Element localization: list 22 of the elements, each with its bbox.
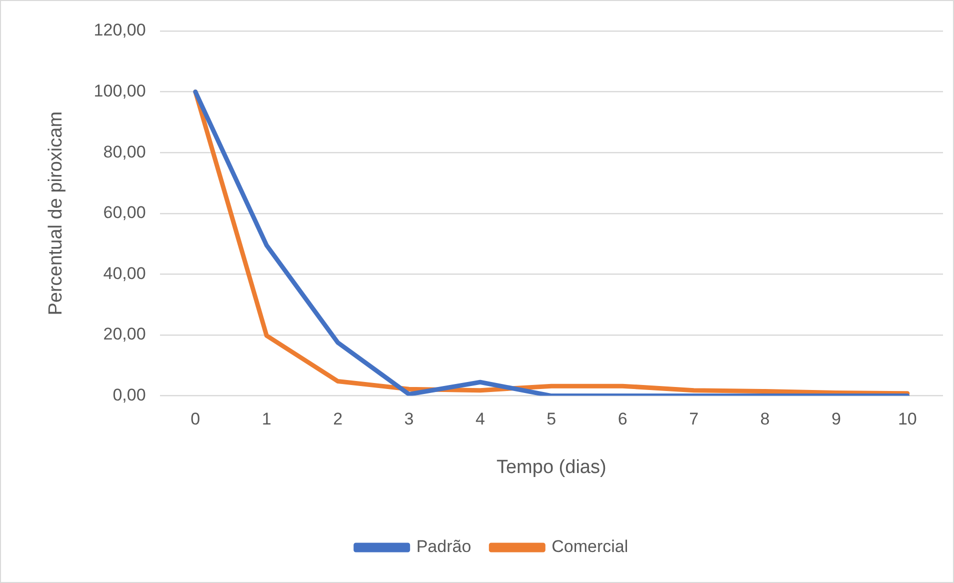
x-tick-label: 0 bbox=[190, 410, 200, 429]
x-tick-label: 8 bbox=[760, 410, 770, 429]
x-tick-label: 2 bbox=[333, 410, 343, 429]
x-tick-label: 1 bbox=[262, 410, 272, 429]
x-tick-label: 6 bbox=[618, 410, 628, 429]
y-tick-label: 80,00 bbox=[103, 142, 146, 162]
x-axis-title: Tempo (dias) bbox=[496, 456, 606, 478]
legend-label: Comercial bbox=[552, 537, 628, 556]
y-tick-label: 0,00 bbox=[112, 385, 146, 404]
legend-label: Padrão bbox=[416, 537, 472, 556]
x-tick-label: 7 bbox=[689, 410, 699, 429]
y-tick-label: 100,00 bbox=[94, 81, 146, 100]
x-tick-label: 9 bbox=[831, 410, 841, 429]
y-tick-label: 20,00 bbox=[103, 324, 146, 344]
x-tick-label: 3 bbox=[404, 410, 414, 429]
x-tick-label: 10 bbox=[898, 410, 917, 429]
x-tick-label: 5 bbox=[546, 410, 556, 429]
y-tick-label: 60,00 bbox=[103, 203, 146, 222]
x-tick-label: 4 bbox=[475, 410, 485, 429]
y-tick-label: 40,00 bbox=[103, 264, 146, 283]
y-axis-title: Percentual de piroxicam bbox=[46, 111, 67, 316]
y-tick-label: 120,00 bbox=[94, 20, 146, 40]
